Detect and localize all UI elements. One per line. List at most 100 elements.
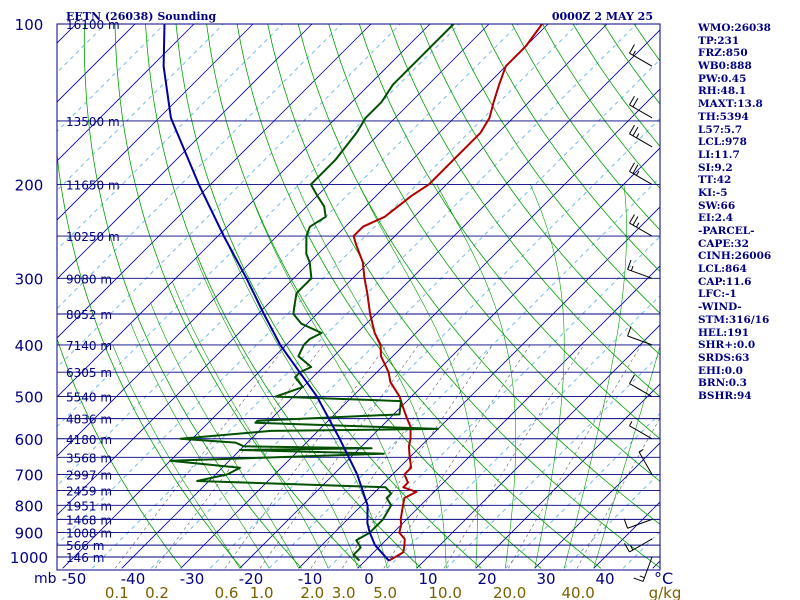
pressure-tick-label: 900 (15, 525, 44, 543)
height-label: 1951 m (66, 499, 112, 513)
chart-datetime: 0000Z 2 MAY 25 (552, 10, 653, 23)
sounding-index-row: BSHR:94 (698, 389, 752, 402)
moist-adiabat-line (222, 231, 388, 569)
pressure-tick-label: 100 (15, 16, 44, 34)
isotherm-line (57, 24, 431, 398)
sounding-index-row: -WIND- (698, 301, 742, 314)
isotherm-line (62, 24, 608, 569)
wind-barb (629, 214, 653, 237)
sounding-index-row: RH:48.1 (698, 85, 747, 98)
pressure-tick-label: 1000 (10, 549, 48, 567)
wind-barb (624, 538, 653, 553)
isotherm-line (57, 24, 77, 44)
wind-barb (629, 44, 653, 67)
height-label: 1008 m (66, 527, 112, 541)
sounding-index-row: STM:316/16 (698, 313, 770, 326)
pressure-tick-label: 500 (15, 389, 44, 407)
moist-adiabat-line (172, 281, 329, 569)
sounding-index-row: HEL:191 (698, 326, 750, 339)
height-label: 3568 m (66, 451, 112, 465)
moist-adiabat-line (358, 184, 478, 569)
temperature-tick-label: 40 (595, 570, 614, 588)
series-layer (162, 24, 543, 562)
height-label: 9080 m (66, 272, 112, 286)
isotherm-dashed-line (445, 354, 660, 569)
sounding-index-row: FRZ:850 (698, 47, 748, 60)
isotherm-line (357, 265, 660, 569)
isotherm-line (475, 383, 660, 569)
pressure-tick-label: 600 (15, 431, 44, 449)
isotherm-dashed-line (504, 413, 660, 569)
moist-adiabat-line (112, 344, 240, 569)
sounding-index-row: CAPE:32 (698, 237, 749, 250)
moist-adiabat-line (436, 184, 517, 569)
sounding-index-row: BRN:0.3 (698, 377, 747, 390)
isotherm-dashed-line (57, 24, 578, 545)
mixing-ratio-tick-label: 1.0 (250, 584, 274, 600)
isotherm-line (0, 24, 17, 568)
wind-barb (629, 95, 653, 119)
plot-frame (56, 23, 661, 571)
dry-adiabat-line (481, 24, 660, 273)
dry-adiabat-line (328, 24, 660, 482)
mixing-ratio-line (155, 344, 324, 569)
temperature-tick-label: 0 (364, 570, 374, 588)
mixing-ratio-line (576, 417, 660, 569)
temperature-tick-label: 10 (418, 570, 437, 588)
isotherm-dashed-line (91, 24, 637, 569)
height-label: 566 m (66, 539, 104, 553)
isotherm-dashed-line (57, 24, 401, 368)
moist-adiabat-line (530, 184, 565, 569)
dry-adiabat-line (57, 150, 243, 569)
temperature-tick-label: -40 (121, 570, 146, 588)
dry-adiabat-line (57, 337, 183, 569)
wind-barb-layer (623, 44, 653, 582)
isotherm-line (534, 442, 660, 569)
sounding-index-row: SI:9.2 (698, 161, 733, 174)
height-label: 13500 m (66, 115, 120, 129)
dry-adiabat-line (145, 24, 422, 569)
mixing-ratio-line (383, 344, 531, 569)
mixing-ratio-tick-label: 20.0 (493, 584, 526, 600)
sounding-index-row: LI:11.7 (698, 148, 740, 161)
isotherm-dashed-line (57, 24, 165, 132)
parcel-profile-line (162, 24, 390, 562)
height-label: 1468 m (66, 513, 112, 527)
sounding-index-row: WB0:888 (698, 60, 752, 73)
dry-adiabat-line (297, 24, 660, 525)
height-label: 8052 m (66, 308, 112, 322)
height-label: 146 m (66, 551, 104, 565)
pressure-tick-label: 200 (15, 176, 44, 194)
isotherm-dashed-line (0, 24, 47, 568)
sounding-index-row: TP:231 (698, 34, 740, 47)
isotherm-dashed-line (57, 24, 283, 250)
moist-adiabat-line (195, 258, 358, 569)
grid-layer (0, 24, 660, 569)
x-axis-unit-label: °C (654, 569, 673, 588)
dry-adiabat-line (389, 24, 660, 398)
mixing-ratio-line (443, 344, 585, 569)
moist-adiabat-line (593, 345, 660, 569)
isotherm-line (57, 24, 490, 457)
isotherm-dashed-line (150, 59, 660, 569)
temperature-tick-label: -50 (62, 570, 87, 588)
isotherm-line (298, 206, 660, 569)
sounding-index-row: SW:66 (698, 199, 736, 212)
sounding-index-row: LFC:-1 (698, 288, 737, 301)
wind-barb (629, 162, 653, 185)
mixing-ratio-tick-label: 10.0 (429, 584, 462, 600)
mixing-ratio-tick-label: 5.0 (373, 584, 397, 600)
dry-adiabat-line (267, 24, 660, 569)
mixing-ratio-tick-label: 0.1 (105, 584, 129, 600)
sounding-index-row: EI:2.4 (698, 212, 734, 225)
sounding-index-row: PW:0.45 (698, 72, 747, 85)
sounding-index-row: SRDS:63 (698, 351, 750, 364)
sounding-index-row: CAP:11.6 (698, 275, 752, 288)
dry-adiabat-line (450, 24, 660, 314)
temperature-tick-label: 30 (536, 570, 555, 588)
height-label: 4836 m (66, 413, 112, 427)
mixing-ratio-tick-label: 0.6 (215, 584, 239, 600)
wind-barb (633, 556, 653, 582)
mixing-ratio-unit-label: g/kg (649, 584, 682, 600)
